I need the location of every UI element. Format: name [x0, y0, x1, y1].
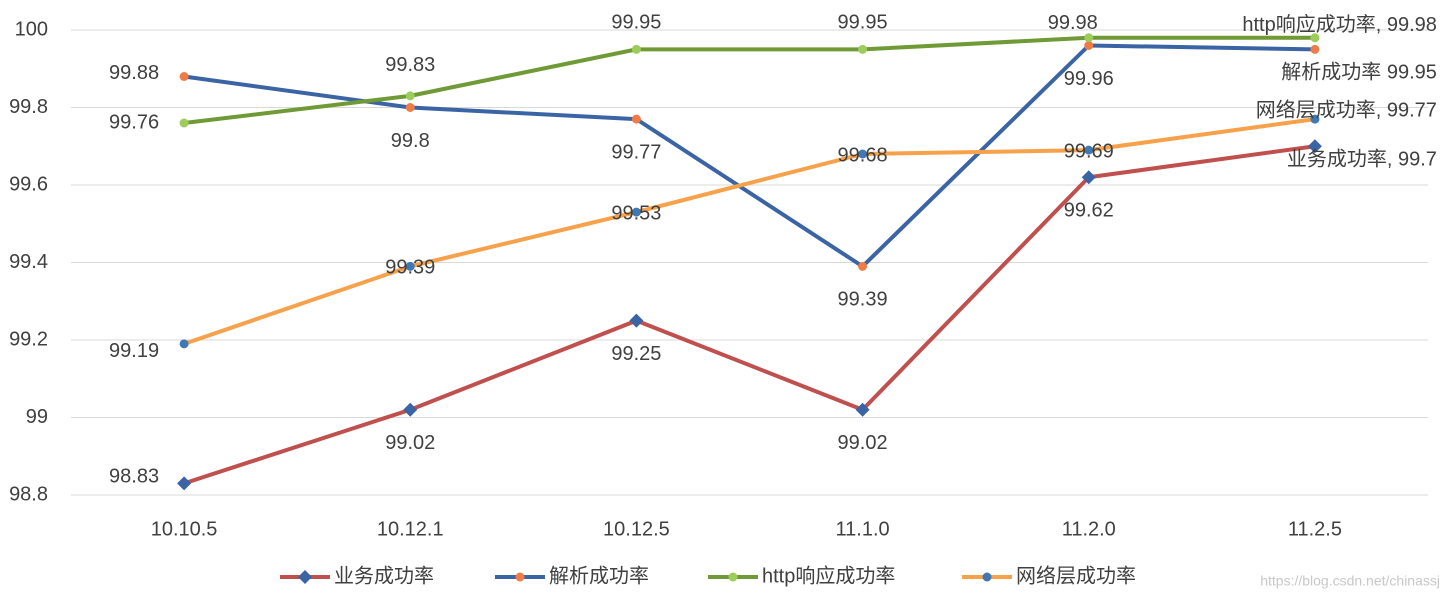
- data-label: 99.53: [611, 202, 661, 224]
- y-tick-label: 99: [26, 406, 48, 428]
- marker: [982, 572, 992, 582]
- legend-label: 业务成功率: [334, 564, 434, 587]
- data-label: 99.02: [838, 432, 888, 454]
- data-label: http响应成功率, 99.98: [1242, 13, 1437, 36]
- data-label: 99.8: [391, 130, 430, 152]
- marker: [1310, 44, 1320, 54]
- marker: [631, 114, 641, 124]
- legend-label: http响应成功率: [762, 564, 895, 587]
- data-label: 99.77: [611, 141, 661, 163]
- marker: [405, 261, 415, 271]
- marker: [855, 402, 870, 417]
- marker: [179, 72, 189, 81]
- series-line: [183, 43, 1315, 269]
- data-label: 99.95: [838, 12, 888, 34]
- data-label: 99.62: [1064, 200, 1114, 222]
- data-label: 99.25: [611, 343, 661, 365]
- series-line: [183, 144, 1316, 486]
- series-line: [183, 35, 1315, 125]
- y-tick-label: 98.8: [9, 483, 48, 505]
- series-line: [183, 117, 1316, 346]
- data-label: 99.68: [838, 144, 888, 166]
- watermark: https://blog.csdn.net/chinassj: [1260, 573, 1440, 589]
- x-tick-label: 11.2.5: [1288, 518, 1342, 540]
- x-tick-label: 11.2.0: [1062, 518, 1116, 540]
- marker: [1084, 145, 1094, 155]
- marker: [515, 572, 525, 582]
- data-label: 99.95: [611, 12, 661, 34]
- y-tick-label: 100: [15, 18, 48, 40]
- marker: [405, 91, 415, 101]
- data-label: 99.39: [838, 289, 888, 311]
- marker: [298, 570, 312, 584]
- data-label: 网络层成功率, 99.77: [1256, 98, 1437, 121]
- x-tick-label: 10.12.1: [377, 518, 444, 540]
- marker: [179, 339, 189, 349]
- data-label: 99.76: [109, 111, 159, 133]
- marker: [1084, 41, 1094, 50]
- x-tick-label: 10.10.5: [151, 518, 218, 540]
- marker: [631, 44, 641, 54]
- marker: [1310, 114, 1320, 124]
- data-label: 业务成功率, 99.7: [1287, 148, 1437, 171]
- x-tick-label: 10.12.5: [603, 518, 670, 540]
- y-tick-label: 99.4: [9, 251, 48, 273]
- marker: [858, 149, 868, 159]
- marker: [405, 103, 415, 112]
- data-label: 99.88: [109, 62, 159, 84]
- y-tick-label: 99.2: [9, 328, 48, 350]
- data-label: 99.69: [1064, 140, 1114, 162]
- marker: [1307, 139, 1322, 154]
- data-label: 99.98: [1048, 12, 1098, 34]
- legend-label: 网络层成功率: [1016, 564, 1136, 587]
- data-label: 99.19: [109, 340, 159, 362]
- marker: [629, 313, 644, 328]
- marker: [728, 572, 738, 582]
- y-tick-label: 99.6: [9, 173, 48, 195]
- marker: [858, 261, 868, 271]
- legend-label: 解析成功率: [549, 564, 649, 587]
- marker: [179, 118, 189, 128]
- marker: [631, 207, 641, 217]
- marker: [1081, 170, 1096, 185]
- data-label: 99.96: [1064, 68, 1114, 90]
- marker: [403, 402, 418, 417]
- marker: [177, 476, 192, 491]
- marker: [858, 44, 868, 54]
- data-label: 99.39: [385, 257, 435, 279]
- data-label: 99.02: [385, 432, 435, 454]
- marker: [1084, 33, 1094, 43]
- data-label: 98.83: [109, 466, 159, 488]
- data-label: 解析成功率 99.95: [1281, 61, 1437, 84]
- marker: [1310, 33, 1320, 43]
- data-label: 99.83: [385, 54, 435, 76]
- y-tick-label: 99.8: [9, 96, 48, 118]
- x-tick-label: 11.1.0: [836, 518, 890, 540]
